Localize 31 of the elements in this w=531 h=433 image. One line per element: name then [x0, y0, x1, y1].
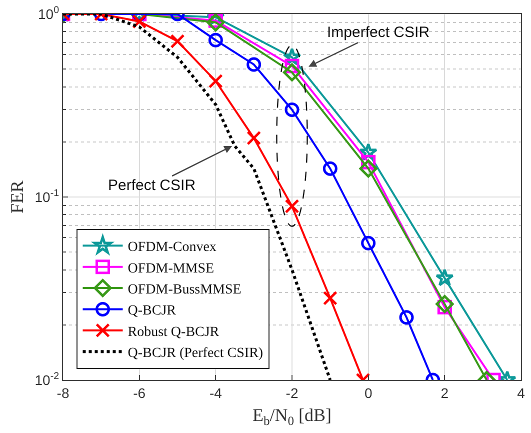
y-tick-label: 10$^{0}$	[38, 5, 60, 22]
legend-label: OFDM-MMSE	[128, 261, 214, 276]
point	[170, 34, 185, 48]
x-tick-label: 0	[364, 384, 372, 401]
x-tick-label: 4	[517, 384, 526, 401]
annotation: Perfect CSIR	[108, 177, 196, 194]
y-tick-label: 10$^{-1}$	[34, 188, 60, 205]
point	[246, 130, 262, 146]
point	[206, 14, 225, 32]
legend-label: OFDM-BussMMSE	[128, 282, 242, 298]
x-tick-label: -6	[133, 384, 146, 401]
x-tick-label: 2	[440, 384, 449, 401]
x-tick-label: -8	[56, 384, 70, 401]
legend-label: Q-BCJR	[128, 304, 177, 319]
point	[282, 63, 302, 82]
point	[284, 102, 300, 117]
y-tick-label: 10$^{-2}$	[34, 371, 60, 388]
point	[208, 74, 223, 88]
x-axis-title: E$_{b}$/N$_{0}$ [dB]	[252, 405, 332, 428]
point	[246, 57, 262, 72]
legend-label: Robust Q-BCJR	[128, 324, 220, 340]
point	[359, 160, 378, 178]
point	[322, 161, 338, 176]
point	[208, 32, 223, 48]
y-axis-title: FER	[6, 180, 27, 214]
x-tick-label: -4	[209, 384, 222, 401]
legend-label: Q-BCJR (Perfect CSIR)	[128, 346, 264, 362]
legend-label: OFDM-Convex	[128, 240, 216, 256]
annotation: Imperfect CSIR	[327, 24, 430, 41]
point	[132, 14, 147, 29]
x-tick-label: -2	[286, 384, 298, 401]
